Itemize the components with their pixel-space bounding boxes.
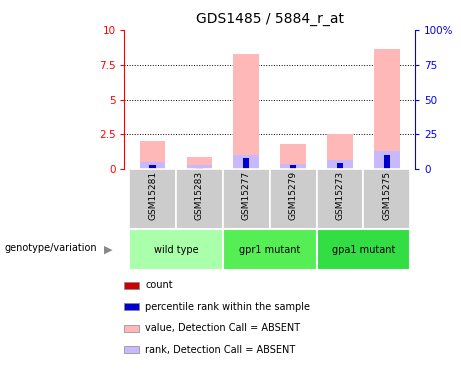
Bar [187, 157, 213, 169]
Bar [149, 165, 156, 169]
Text: genotype/variation: genotype/variation [5, 243, 97, 252]
Bar [363, 169, 410, 229]
Text: ▶: ▶ [105, 244, 113, 255]
Bar [140, 141, 165, 169]
Bar [176, 169, 223, 229]
Text: GSM15279: GSM15279 [289, 171, 298, 220]
Bar [327, 160, 353, 169]
Bar [290, 168, 296, 169]
Bar [317, 229, 410, 270]
Title: GDS1485 / 5884_r_at: GDS1485 / 5884_r_at [195, 12, 344, 26]
Text: GSM15277: GSM15277 [242, 171, 251, 220]
Bar [124, 325, 139, 332]
Bar [149, 168, 156, 169]
Text: percentile rank within the sample: percentile rank within the sample [145, 302, 310, 312]
Bar [124, 303, 139, 310]
Text: rank, Detection Call = ABSENT: rank, Detection Call = ABSENT [145, 345, 296, 355]
Text: GSM15275: GSM15275 [382, 171, 391, 220]
Text: GSM15273: GSM15273 [336, 171, 344, 220]
Text: GSM15283: GSM15283 [195, 171, 204, 220]
Bar [290, 165, 296, 169]
Bar [140, 162, 165, 169]
Text: wild type: wild type [154, 244, 198, 255]
Bar [280, 144, 306, 169]
Bar [196, 168, 203, 169]
Bar [280, 164, 306, 169]
Text: value, Detection Call = ABSENT: value, Detection Call = ABSENT [145, 323, 301, 333]
Bar [124, 282, 139, 289]
Bar [223, 169, 270, 229]
Bar [374, 151, 400, 169]
Text: gpr1 mutant: gpr1 mutant [239, 244, 301, 255]
Bar [187, 165, 213, 169]
Bar [129, 169, 176, 229]
Bar [317, 169, 363, 229]
Text: gpa1 mutant: gpa1 mutant [331, 244, 395, 255]
Bar [124, 346, 139, 353]
Bar [374, 50, 400, 169]
Bar [270, 169, 317, 229]
Bar [337, 168, 343, 169]
Text: count: count [145, 280, 173, 290]
Bar [327, 134, 353, 169]
Bar [129, 229, 223, 270]
Text: GSM15281: GSM15281 [148, 171, 157, 220]
Bar [337, 162, 343, 169]
Bar [223, 229, 317, 270]
Bar [243, 158, 249, 169]
Bar [233, 155, 259, 169]
Bar [384, 154, 390, 169]
Bar [243, 168, 249, 169]
Bar [233, 54, 259, 169]
